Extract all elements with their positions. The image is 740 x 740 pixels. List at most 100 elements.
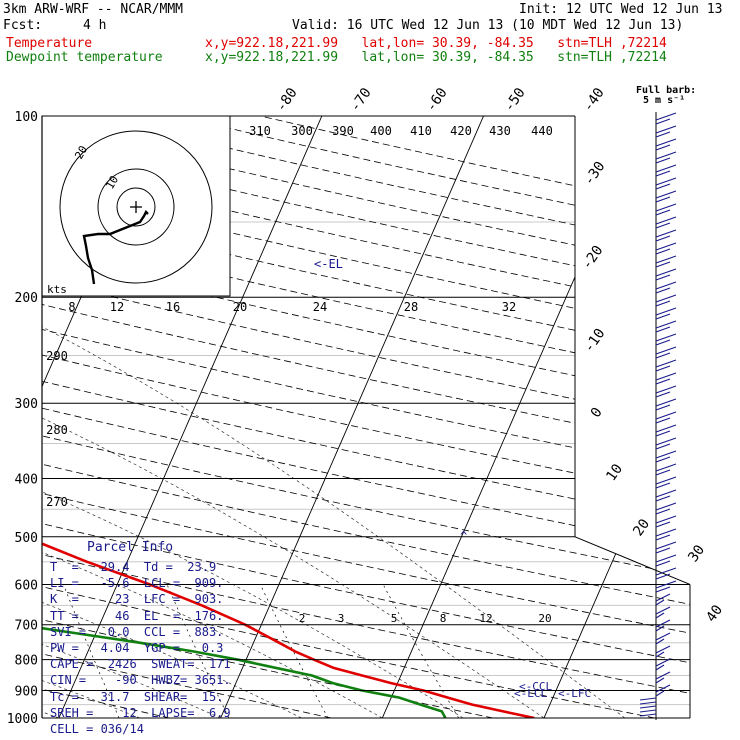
wind-barb [655, 424, 677, 433]
temperature-tick-label: -20 [579, 243, 607, 273]
temperature-legend-label: Temperature [6, 36, 93, 51]
lcl-marker: <-LCL [514, 687, 547, 700]
wind-barb [655, 203, 677, 212]
temperature-tick-label: -60 [423, 85, 451, 115]
temperature-tick-label: -50 [501, 85, 529, 115]
wind-barb [655, 125, 677, 134]
wind-barb [655, 378, 671, 385]
wind-barb [655, 638, 665, 645]
wind-barb [655, 664, 665, 671]
parcel-info-row: SVI = 0.0 CCL = 883. [50, 624, 224, 639]
wind-barb [655, 157, 671, 164]
dry-adiabat-line [42, 116, 332, 718]
temperature-tick-label: -10 [581, 326, 609, 356]
mixing-ratio-tick-label: 24 [313, 300, 327, 314]
hodograph-units-label: kts [47, 283, 67, 296]
wind-barb [655, 508, 671, 515]
wind-barb [655, 411, 677, 420]
hodograph-ring-label: 20 [72, 144, 90, 162]
mixing-ratio-tick-label: 20 [233, 300, 247, 314]
wind-barb [655, 281, 677, 290]
temperature-tick-label: 30 [685, 542, 708, 565]
forecast-label: Fcst: [3, 18, 43, 33]
parcel-info-row: LI = -5.6 LCL = 909. [50, 576, 224, 591]
theta-tick-label: 400 [370, 124, 392, 138]
wind-barb [655, 112, 677, 121]
temperature-tick-label: -80 [273, 85, 301, 115]
model-title: 3km ARW-WRF -- NCAR/MMM [3, 2, 184, 17]
wind-barb [655, 658, 671, 667]
dry-adiabat-line [0, 116, 8, 718]
isotherm-line [220, 116, 484, 718]
theta-tick-label: 430 [489, 124, 511, 138]
parcel-info-row: CIN = -90 HWBZ= 3651. [50, 673, 231, 688]
theta-tick-label: 390 [332, 124, 354, 138]
wind-barb [655, 599, 665, 606]
pressure-tick-label: 300 [15, 397, 38, 412]
wind-barb [655, 190, 677, 199]
dewpoint-legend-label: Dewpoint temperature [6, 50, 163, 65]
theta-tick-label: 410 [410, 124, 432, 138]
parcel-marker: ^ [460, 529, 467, 543]
parcel-info-row: PW = 4.04 YGP = 0.3 [50, 641, 224, 655]
hodograph-ring [97, 168, 175, 246]
wind-barb [655, 593, 671, 602]
wind-barb [655, 326, 671, 333]
wind-barb [655, 417, 671, 424]
wind-barb [655, 671, 671, 680]
temperature-tick-label: 10 [603, 461, 626, 484]
wind-barb [655, 651, 665, 658]
isotherm-line [58, 116, 323, 718]
temperature-tick-label: -70 [347, 85, 375, 115]
wind-barb [655, 242, 677, 251]
hodograph-ring [116, 187, 156, 227]
moist-adiabat-line [42, 296, 383, 718]
wind-barb [655, 690, 665, 697]
mixing-ratio-tick-label: 32 [502, 300, 516, 314]
wind-barb [655, 521, 671, 528]
wind-barb [655, 632, 671, 641]
theta-tick-label: 300 [291, 124, 313, 138]
dry-adiabat-line [42, 116, 690, 718]
wind-barb [655, 495, 671, 502]
mixing-ratio-low-label: 5 [391, 612, 398, 625]
mixing-ratio-low-label: 3 [338, 612, 345, 625]
dewpoint-profile-line [42, 116, 447, 718]
right-frame-diagonal [574, 536, 691, 585]
parcel-info-row: K = 23 LFC = 903. [50, 592, 224, 607]
wind-barb [655, 229, 677, 238]
wind-barb [655, 567, 677, 576]
wind-barb [655, 352, 671, 359]
wind-barb [655, 437, 677, 446]
wind-barb [655, 339, 671, 346]
wind-barb [655, 677, 665, 684]
wind-barb [655, 359, 677, 368]
wind-barb [655, 144, 671, 151]
wind-barb [655, 489, 677, 498]
dry-adiabat-line [42, 116, 655, 718]
parcel-info-row: CELL = 036/14 [50, 722, 144, 736]
pressure-tick-label: 700 [15, 619, 38, 634]
dry-adiabat-tick-label: 290 [46, 349, 68, 363]
wind-barb [655, 287, 671, 294]
wind-barb [655, 456, 671, 463]
wind-barb [655, 586, 671, 593]
wind-barb [639, 701, 657, 705]
dry-adiabat-line [176, 116, 690, 718]
wind-barb [655, 560, 671, 567]
wind-barb [655, 313, 671, 320]
parcel-info-row: TT = 46 EL = 176. [50, 608, 224, 623]
temperature-tick-label: 0 [588, 405, 606, 421]
wind-barb [655, 365, 671, 372]
wind-barb [655, 151, 677, 160]
wind-barb [655, 469, 671, 476]
dry-adiabat-line [42, 116, 690, 718]
wind-barb [655, 183, 671, 190]
mixing-ratio-line [63, 584, 120, 718]
wind-barb [655, 541, 677, 550]
wind-barb [655, 502, 677, 511]
wind-barb [655, 294, 677, 303]
mixing-ratio-low-label: 2 [299, 612, 306, 625]
